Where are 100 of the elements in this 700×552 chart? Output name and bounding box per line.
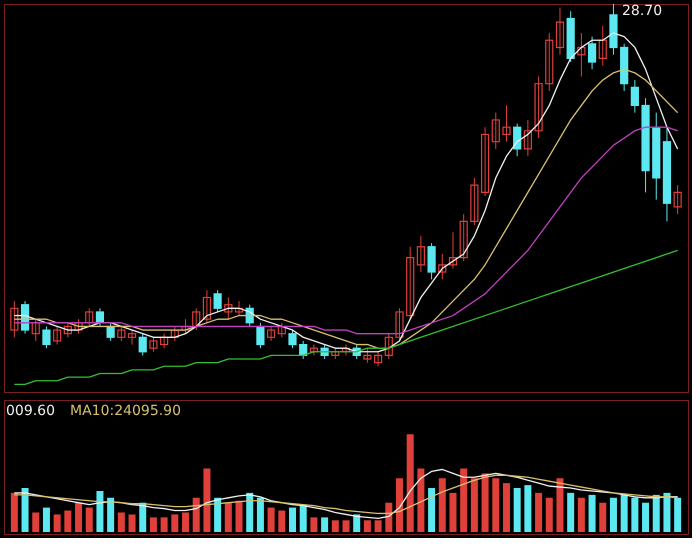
bar [567,492,574,532]
candlestick [460,214,468,262]
bar [364,520,371,532]
bar [374,520,382,532]
bar [535,492,542,532]
bar [599,502,606,532]
candlestick [106,322,115,342]
candlestick [32,318,40,342]
candlestick [299,340,308,360]
candlestick [556,7,564,56]
candlestick [138,333,147,356]
bar [118,512,125,532]
candlestick [128,330,136,346]
candlestick [470,177,478,226]
bar [546,498,553,532]
candlestick [192,308,200,331]
candlestick [149,336,158,352]
candlestick [448,232,458,269]
candlestick [674,184,682,215]
candlestick [384,333,393,360]
candlestick [395,308,404,342]
bar [524,485,532,532]
candlestick [492,112,500,150]
bar [502,483,510,532]
bar [32,512,40,532]
bar [171,514,178,532]
text: 009.60 [6,403,55,419]
candlestick [502,104,511,142]
bar [652,494,660,532]
candlestick [588,36,596,70]
bar [86,508,93,532]
bar [10,492,18,532]
bar [417,468,424,532]
bar [139,502,146,532]
bar [353,514,360,532]
candlestick [598,25,607,66]
bar [278,510,286,532]
candlestick [10,300,18,338]
bar [482,473,489,532]
bar [214,498,222,532]
bar [42,508,50,532]
candlestick [160,333,168,349]
candlestick [181,318,190,334]
candlestick [577,32,586,77]
bar [631,498,638,532]
bar [224,502,232,532]
bar [556,478,564,532]
bar [578,498,585,532]
candlestick [416,235,425,273]
bar [289,508,296,532]
candlestick [374,351,382,367]
candlestick [480,126,490,197]
candlestick [363,348,372,364]
bar [128,514,136,532]
candlestick [117,326,126,342]
bar [321,517,328,532]
candlestick [534,76,543,139]
bar [192,498,200,532]
candlestick [214,290,222,312]
candlestick [331,348,340,360]
bar [470,478,478,532]
bar [22,488,29,532]
bar [54,514,61,532]
candlestick [278,322,286,338]
bar [300,504,307,532]
candlestick [310,344,318,356]
candlestick [170,326,179,342]
bar [588,494,596,532]
candlestick [406,246,414,320]
candlestick [267,326,276,342]
candlestick [64,322,72,338]
bar [246,492,254,532]
bar [256,498,264,532]
candlestick [42,326,51,349]
candlestick [53,326,62,346]
bar [492,478,500,532]
text: MA10:24095.90 [70,403,181,419]
bar [96,490,104,532]
bar [438,478,446,532]
bar [182,512,190,532]
bar [428,488,436,532]
bar [674,498,682,532]
candlestick [630,80,639,114]
bar [514,488,521,532]
bar [75,502,82,532]
candlestick [74,318,83,334]
candlestick [513,123,522,157]
bar [406,434,414,532]
bar [107,498,114,532]
bar [663,492,670,532]
candlestick [545,32,554,92]
bar [642,502,650,532]
bar [396,478,403,532]
bar [310,517,318,532]
candlestick [85,308,94,327]
candlestick [288,330,297,349]
bar [342,520,350,532]
bar [236,500,243,532]
bar [610,498,617,532]
bar [385,502,392,532]
